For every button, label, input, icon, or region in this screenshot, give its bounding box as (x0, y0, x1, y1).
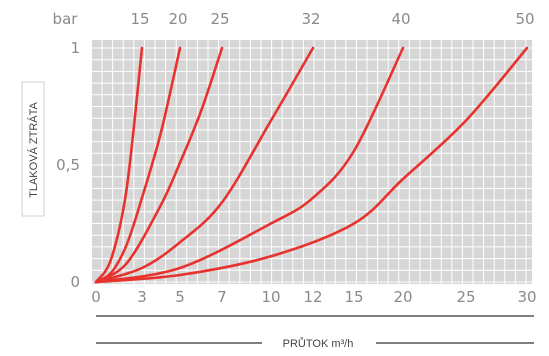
curve-25 (94, 46, 224, 284)
curve-20 (94, 46, 182, 284)
x-tick-label: 10 (261, 288, 280, 306)
y-unit-label: bar (53, 10, 79, 28)
x-tick-labels: 0 3 5 7 10 12 15 20 25 30 (91, 288, 536, 306)
series-labels: 15 20 25 32 40 50 (130, 10, 534, 28)
y-tick-label: 0 (70, 273, 80, 291)
x-tick-label: 20 (393, 288, 412, 306)
x-tick-label: 12 (303, 288, 322, 306)
y-axis-label: TLAKOVÁ ZTRÁTA (27, 101, 40, 197)
y-tick-labels: 00,51 (56, 39, 80, 291)
series-label-15: 15 (130, 10, 149, 28)
x-axis-label: PRŮTOK m³/h (283, 337, 354, 350)
curve-15 (94, 46, 144, 284)
curve-32 (94, 46, 315, 284)
y-axis-label-box (21, 81, 45, 217)
series-label-25: 25 (210, 10, 229, 28)
series-label-40: 40 (391, 10, 410, 28)
y-tick-label: 0,5 (56, 156, 80, 174)
series-label-32: 32 (301, 10, 320, 28)
x-tick-label: 0 (91, 288, 101, 306)
series-label-20: 20 (168, 10, 187, 28)
x-tick-label: 5 (175, 288, 185, 306)
y-tick-label: 1 (70, 39, 80, 57)
x-tick-label: 3 (137, 288, 147, 306)
curves (94, 46, 529, 284)
x-tick-label: 7 (217, 288, 227, 306)
x-tick-label: 30 (517, 288, 536, 306)
x-tick-label: 25 (456, 288, 475, 306)
curve-50 (94, 46, 529, 284)
x-tick-label: 15 (344, 288, 363, 306)
grid (92, 40, 532, 284)
series-label-50: 50 (515, 10, 534, 28)
curve-40 (94, 46, 405, 284)
